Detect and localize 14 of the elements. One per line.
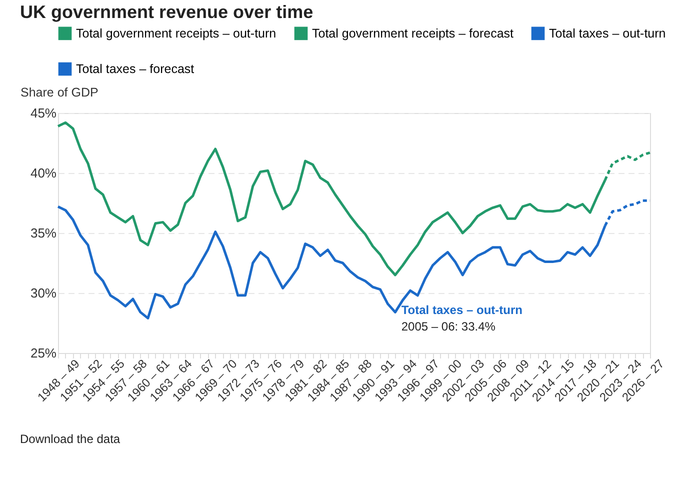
chart-title: UK government revenue over time [20, 2, 314, 22]
y-tick-label: 40% [30, 166, 57, 180]
legend-label: Total taxes – out-turn [549, 26, 666, 40]
text: Download the data [20, 432, 120, 446]
legend-label: Total taxes – forecast [76, 62, 195, 76]
y-axis-title: Share of GDP [20, 86, 98, 100]
legend-label: Total government receipts – out-turn [76, 26, 276, 40]
legend-label: Total government receipts – forecast [312, 26, 514, 40]
y-tick-label: 45% [30, 106, 57, 120]
y-tick-label: 35% [30, 226, 57, 240]
annotation: 2005 – 06: 33.4% [401, 320, 496, 334]
annotation: Total taxes – out-turn [401, 302, 522, 317]
y-tick-label: 30% [30, 286, 57, 300]
y-tick-label: 25% [30, 346, 57, 360]
